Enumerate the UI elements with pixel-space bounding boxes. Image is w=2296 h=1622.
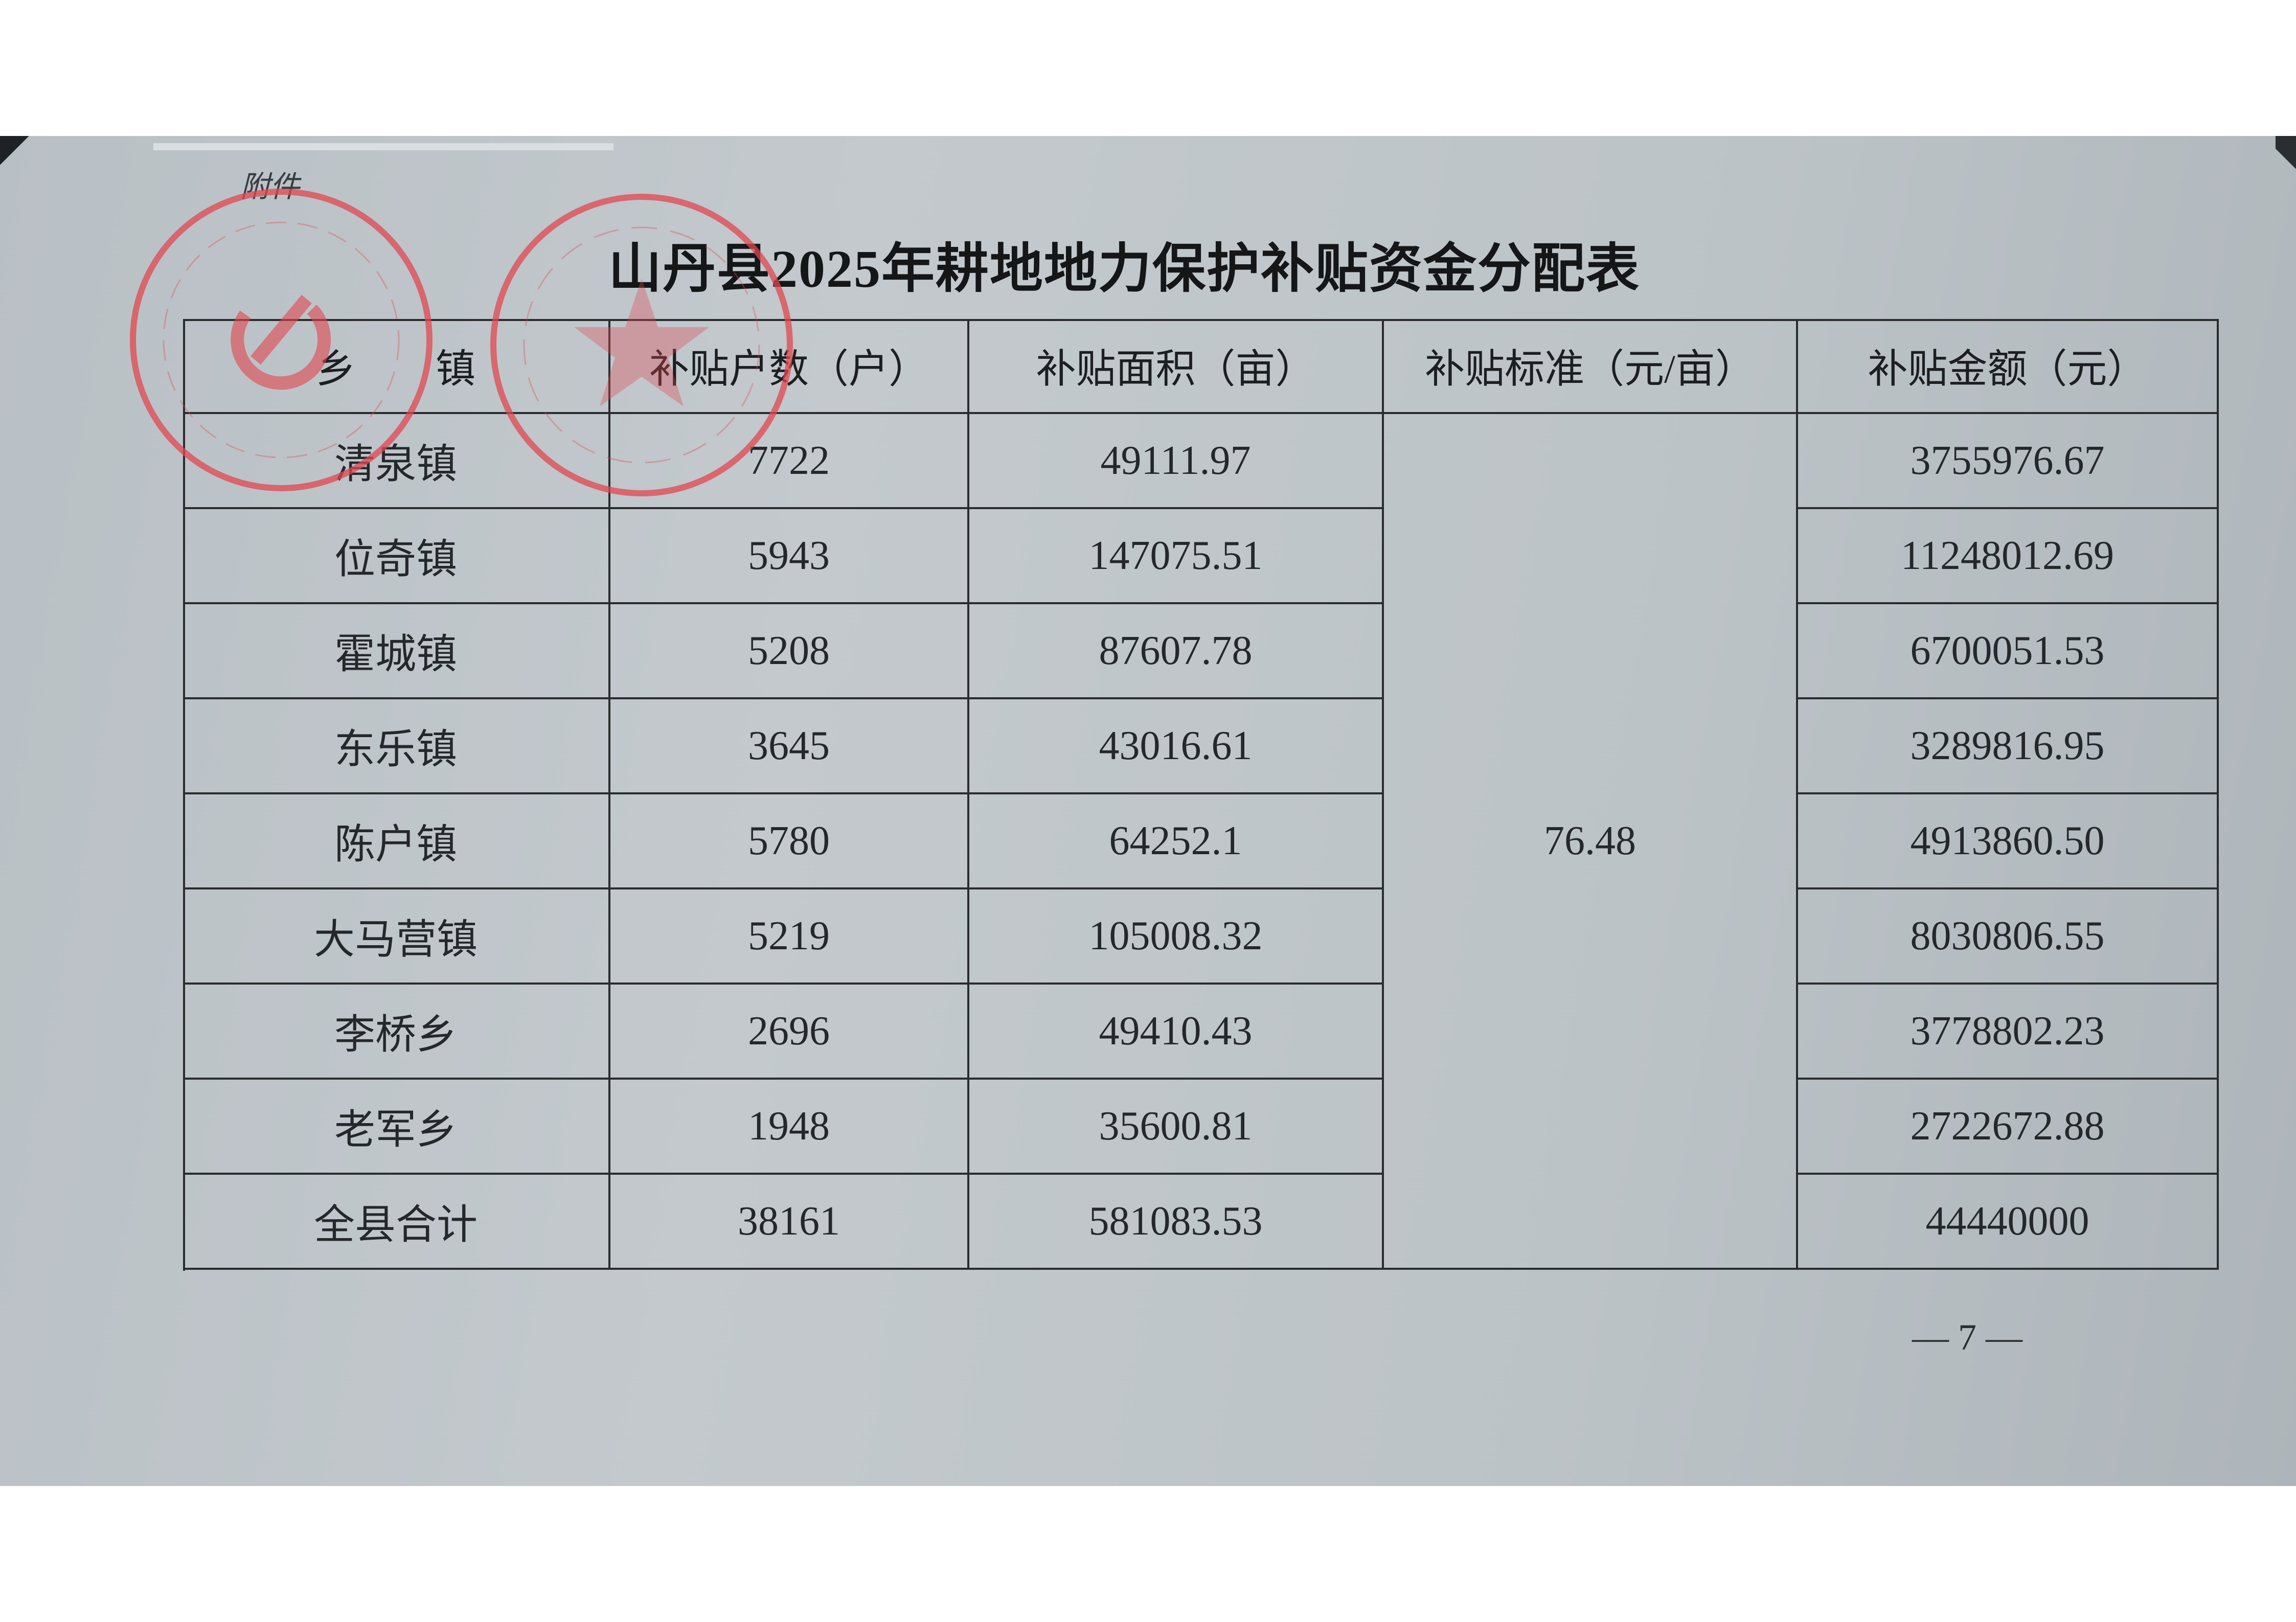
table-cell-town: 李桥乡 [183,985,610,1080]
table-cell-amount: 3778802.23 [1798,985,2219,1080]
table-cell-town: 全县合计 [183,1175,610,1270]
allocation-table: 乡 镇补贴户数（户） 补贴面积（亩） 补贴标准（元/亩） 补贴金额（元） 清泉镇 7722… [183,319,2219,1271]
table-cell-town: 大马营镇 [183,889,610,985]
photo-edge-shadow [0,136,31,177]
table-cell-amount: 6700051.53 [1798,604,2219,699]
column-header: 补贴标准（元/亩） [1384,319,1798,414]
table-cell-amount: 11248012.69 [1798,509,2219,604]
table-cell-amount: 2722672.88 [1798,1080,2219,1175]
column-header: 补贴户数（户） [610,319,969,414]
table-cell-area: 35600.81 [969,1080,1384,1175]
photo-edge-shadow-right [2276,136,2296,197]
table-cell-town: 位奇镇 [183,509,610,604]
table-cell-town: 陈户镇 [183,794,610,889]
attachment-label: 附件 [240,170,300,203]
table-cell-amount: 3289816.95 [1798,699,2219,794]
page-number: — 7 — [1912,1317,2022,1358]
table-cell-households: 5780 [610,794,969,889]
column-header: 补贴面积（亩） [969,319,1384,414]
table-cell-town: 霍城镇 [183,604,610,699]
table-cell-amount: 8030806.55 [1798,889,2219,985]
subsidy-standard-merged-cell: 76.48 [1384,414,1798,1270]
table-cell-town: 老军乡 [183,1080,610,1175]
table-cell-households: 5219 [610,889,969,985]
table-cell-amount: 3755976.67 [1798,414,2219,509]
table-cell-area: 581083.53 [969,1175,1384,1270]
table-border [183,319,2219,1271]
page-title: 山丹县2025年耕地地力保护补贴资金分配表 [608,240,1641,299]
paper-edge-strip [153,143,613,150]
table-cell-amount: 4913860.50 [1798,794,2219,889]
table-cell-area: 147075.51 [969,509,1384,604]
table-cell-households: 5208 [610,604,969,699]
table-cell-area: 43016.61 [969,699,1384,794]
table-cell-households: 7722 [610,414,969,509]
table-cell-area: 87607.78 [969,604,1384,699]
table-cell-households: 2696 [610,985,969,1080]
column-header: 补贴金额（元） [1798,319,2219,414]
table-cell-town: 东乐镇 [183,699,610,794]
table-cell-amount: 44440000 [1798,1175,2219,1270]
table-cell-households: 3645 [610,699,969,794]
table-cell-area: 49111.97 [969,414,1384,509]
column-header: 乡 镇 [183,319,610,414]
table-cell-area: 49410.43 [969,985,1384,1080]
table-cell-households: 5943 [610,509,969,604]
table-cell-households: 1948 [610,1080,969,1175]
table-cell-area: 64252.1 [969,794,1384,889]
table-cell-area: 105008.32 [969,889,1384,985]
table-cell-town: 清泉镇 [183,414,610,509]
table-cell-households: 38161 [610,1175,969,1270]
